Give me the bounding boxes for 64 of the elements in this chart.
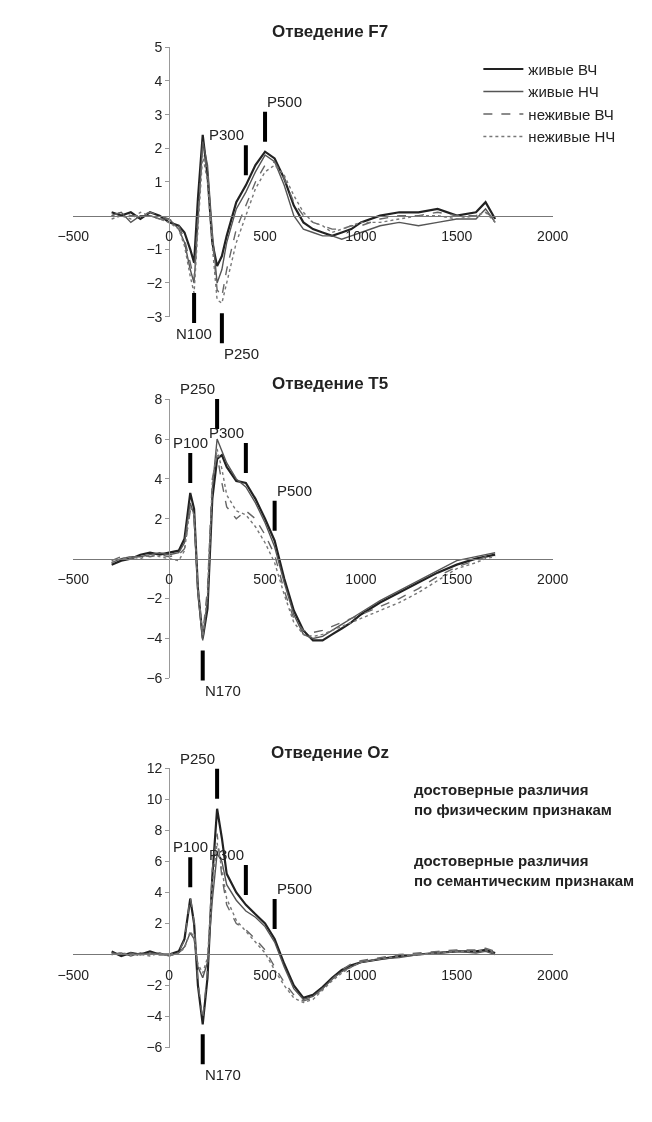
annotation: P250 xyxy=(224,345,260,362)
annotation: P100 xyxy=(173,838,209,855)
legend-label: неживые ВЧ xyxy=(528,105,614,123)
x-tick-label: 2000 xyxy=(537,228,569,245)
x-tick-label: 1000 xyxy=(345,571,377,588)
y-tick-label: 1 xyxy=(154,173,163,190)
x-tick-label: 500 xyxy=(253,228,277,245)
chart-title: Отведение Oz xyxy=(271,743,390,762)
y-tick-label: −3 xyxy=(146,308,163,325)
y-tick-label: −2 xyxy=(146,274,163,291)
x-tick-label: −500 xyxy=(57,571,90,588)
annotation: достоверные различия по семантическим признакам xyxy=(414,852,635,889)
y-tick-label: 2 xyxy=(154,510,163,527)
y-tick-label: 4 xyxy=(154,470,163,487)
chart-title: Отведение T5 xyxy=(272,374,389,393)
y-tick-label: 10 xyxy=(146,791,163,808)
y-tick-label: −2 xyxy=(146,977,163,994)
annotation: достоверные различия по физическим признакам xyxy=(414,781,612,818)
y-tick-label: 2 xyxy=(154,915,163,932)
x-tick-label: 0 xyxy=(165,571,174,588)
x-tick-label: 2000 xyxy=(537,967,569,984)
x-tick-label: 1500 xyxy=(441,967,473,984)
x-tick-label: 0 xyxy=(165,228,174,245)
y-tick-label: 8 xyxy=(154,822,163,839)
y-tick-label: 4 xyxy=(154,72,163,89)
chart-title: Отведение F7 xyxy=(272,22,389,41)
legend-label: живые НЧ xyxy=(528,83,599,101)
y-tick-label: −6 xyxy=(146,670,163,687)
x-tick-label: 2000 xyxy=(537,571,569,588)
legend-label: неживые НЧ xyxy=(528,128,616,146)
annotation: P100 xyxy=(173,434,209,451)
y-tick-label: −4 xyxy=(146,1008,163,1025)
x-tick-label: −500 xyxy=(57,967,90,984)
annotation: P500 xyxy=(277,880,313,897)
x-tick-label: 0 xyxy=(165,967,174,984)
annotation: P300 xyxy=(209,424,245,441)
y-tick-label: −6 xyxy=(146,1039,163,1056)
y-tick-label: 2 xyxy=(154,140,163,157)
y-tick-label: −1 xyxy=(146,241,163,258)
y-tick-label: 5 xyxy=(154,39,163,56)
x-tick-label: −500 xyxy=(57,228,90,245)
annotation: P500 xyxy=(277,482,313,499)
x-tick-label: 1500 xyxy=(441,228,473,245)
x-tick-label: 500 xyxy=(253,967,277,984)
annotation: N100 xyxy=(176,325,212,342)
annotation: P250 xyxy=(180,380,216,397)
x-tick-label: 1500 xyxy=(441,571,473,588)
y-tick-label: 4 xyxy=(154,884,163,901)
legend-label: живые ВЧ xyxy=(528,60,598,78)
annotation: P250 xyxy=(180,750,216,767)
annotation: P500 xyxy=(267,93,303,110)
y-tick-label: 6 xyxy=(154,853,163,870)
y-tick-label: −2 xyxy=(146,590,163,607)
y-tick-label: 8 xyxy=(154,391,163,408)
x-tick-label: 1000 xyxy=(345,228,377,245)
y-tick-label: −4 xyxy=(146,630,163,647)
annotation: N170 xyxy=(205,682,241,699)
x-tick-label: 1000 xyxy=(345,967,377,984)
y-tick-label: 12 xyxy=(146,760,163,777)
annotation: N170 xyxy=(205,1066,241,1083)
annotation: P300 xyxy=(209,126,245,143)
y-tick-label: 3 xyxy=(154,106,163,123)
x-tick-label: 500 xyxy=(253,571,277,588)
y-tick-label: 6 xyxy=(154,430,163,447)
